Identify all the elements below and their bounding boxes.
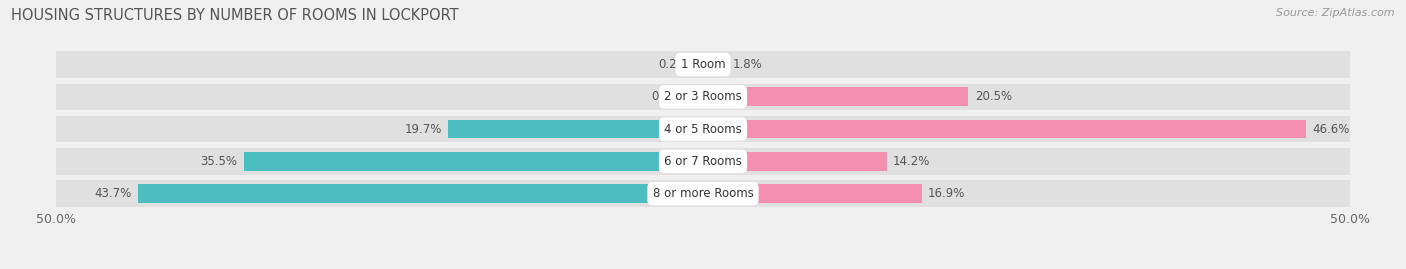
- Bar: [56, 51, 703, 78]
- Bar: [692, 87, 703, 106]
- Text: 6 or 7 Rooms: 6 or 7 Rooms: [664, 155, 742, 168]
- Bar: [703, 184, 921, 203]
- Text: 0.86%: 0.86%: [651, 90, 688, 103]
- Bar: [703, 87, 969, 106]
- Text: HOUSING STRUCTURES BY NUMBER OF ROOMS IN LOCKPORT: HOUSING STRUCTURES BY NUMBER OF ROOMS IN…: [11, 8, 458, 23]
- Bar: [56, 148, 703, 175]
- Bar: [56, 116, 703, 142]
- Text: 16.9%: 16.9%: [928, 187, 966, 200]
- Bar: [703, 120, 1306, 139]
- Bar: [703, 55, 727, 74]
- Bar: [703, 84, 1350, 110]
- Text: 1.8%: 1.8%: [733, 58, 762, 71]
- Text: 35.5%: 35.5%: [200, 155, 238, 168]
- Text: 8 or more Rooms: 8 or more Rooms: [652, 187, 754, 200]
- Bar: [703, 51, 1350, 78]
- Bar: [56, 84, 703, 110]
- Bar: [243, 152, 703, 171]
- Bar: [703, 152, 887, 171]
- Bar: [700, 55, 703, 74]
- Text: 19.7%: 19.7%: [405, 123, 441, 136]
- Text: 4 or 5 Rooms: 4 or 5 Rooms: [664, 123, 742, 136]
- Bar: [449, 120, 703, 139]
- Text: 0.26%: 0.26%: [658, 58, 696, 71]
- Bar: [703, 180, 1350, 207]
- Bar: [56, 180, 703, 207]
- Bar: [138, 184, 703, 203]
- Bar: [703, 148, 1350, 175]
- Text: 14.2%: 14.2%: [893, 155, 931, 168]
- Text: 20.5%: 20.5%: [974, 90, 1012, 103]
- Bar: [703, 116, 1350, 142]
- Text: 2 or 3 Rooms: 2 or 3 Rooms: [664, 90, 742, 103]
- Text: Source: ZipAtlas.com: Source: ZipAtlas.com: [1277, 8, 1395, 18]
- Text: 43.7%: 43.7%: [94, 187, 131, 200]
- Text: 46.6%: 46.6%: [1312, 123, 1350, 136]
- Text: 1 Room: 1 Room: [681, 58, 725, 71]
